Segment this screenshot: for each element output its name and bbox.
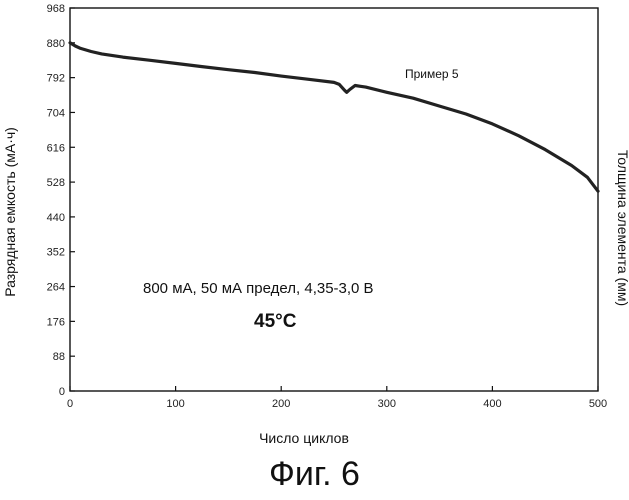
y-axis-right-title: Толщина элемента (мм)	[615, 150, 629, 306]
plot-frame	[70, 8, 598, 391]
x-tick-label: 500	[589, 398, 607, 410]
series-label: Пример 5	[405, 67, 459, 81]
y-tick-label: 176	[47, 316, 65, 328]
x-tick-label: 100	[166, 398, 184, 410]
y-axis-title: Разрядная емкость (мА·ч)	[2, 127, 18, 297]
x-tick-label: 0	[67, 398, 73, 410]
series-layer	[70, 43, 598, 191]
series-line	[70, 43, 598, 191]
x-tick-label: 200	[272, 398, 290, 410]
y-tick-label: 968	[47, 3, 65, 15]
y-tick-label: 352	[47, 247, 65, 259]
y-tick-label: 616	[47, 142, 65, 154]
y-tick-label: 792	[47, 73, 65, 85]
y-tick-label: 88	[53, 351, 65, 363]
x-tick-label: 400	[483, 398, 501, 410]
conditions-label: 800 мА, 50 мА предел, 4,35-3,0 В	[143, 280, 374, 297]
x-axis-title: Число циклов	[259, 430, 349, 446]
y-tick-label: 264	[47, 282, 65, 294]
x-axis: 0 100 200 300 400 500	[67, 386, 607, 410]
y-tick-label: 440	[47, 212, 65, 224]
figure-caption: Фиг. 6	[0, 455, 629, 494]
y-tick-label: 704	[47, 107, 65, 119]
y-tick-label: 0	[59, 386, 65, 398]
y-axis: 0 88 176 264 352 440 528 616 704 792 880 968	[47, 3, 75, 398]
temperature-label: 45°C	[254, 311, 297, 332]
y-tick-label: 880	[47, 38, 65, 50]
x-tick-label: 300	[378, 398, 396, 410]
y-tick-label: 528	[47, 177, 65, 189]
